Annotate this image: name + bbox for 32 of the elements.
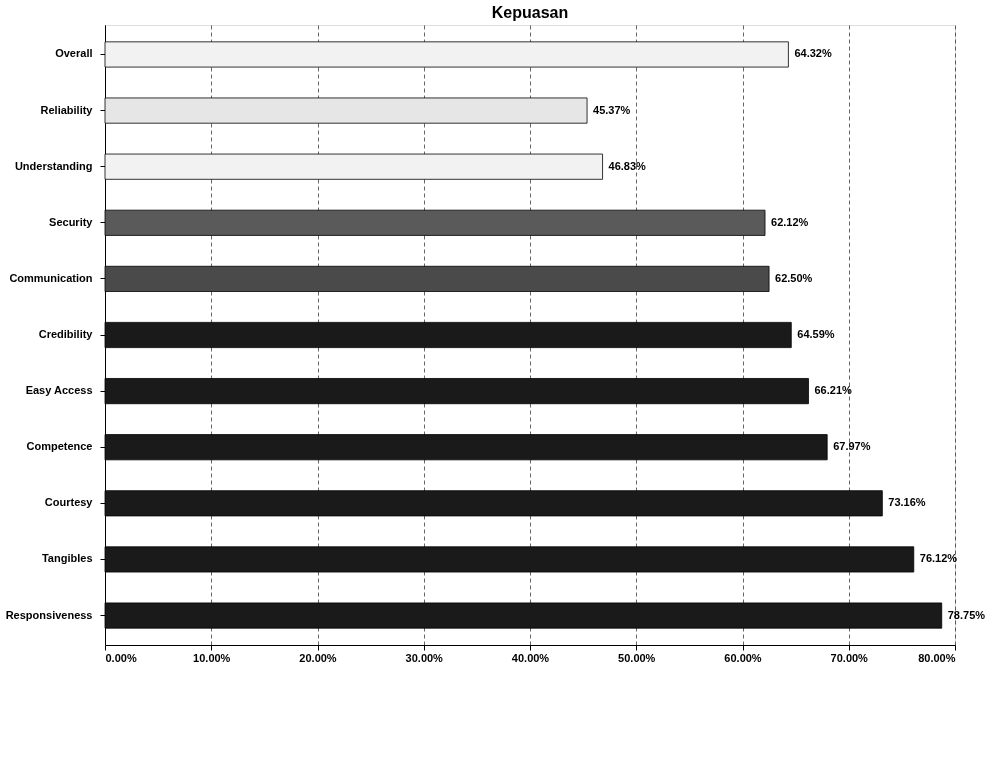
data-label: 46.83% bbox=[608, 159, 647, 172]
data-label: 64.32% bbox=[794, 47, 832, 60]
x-tick-label: 40.00% bbox=[511, 651, 550, 664]
data-label: 45.37% bbox=[593, 103, 631, 116]
x-tick-label: 30.00% bbox=[405, 651, 444, 664]
y-tick-label: Reliability bbox=[40, 103, 94, 116]
x-tick-label: 70.00% bbox=[830, 651, 869, 664]
data-label: 67.97% bbox=[833, 440, 871, 453]
y-tick-label: Credibility bbox=[38, 328, 94, 340]
data-label: 66.21% bbox=[814, 384, 853, 397]
x-tick-label: 10.00% bbox=[193, 651, 231, 664]
chart-title: Kepuasan bbox=[491, 4, 569, 21]
y-tick-label: Security bbox=[49, 215, 94, 228]
x-tick-label: 50.00% bbox=[618, 651, 656, 664]
x-tick-label: 0.00% bbox=[105, 651, 137, 664]
x-tick-label: 80.00% bbox=[918, 651, 956, 664]
data-label: 73.16% bbox=[888, 496, 926, 509]
y-tick-label: Understanding bbox=[14, 159, 93, 172]
y-tick-label: Courtesy bbox=[44, 496, 94, 509]
y-tick-label: Communication bbox=[9, 271, 93, 284]
y-tick-label: Competence bbox=[26, 440, 93, 453]
data-label: 76.12% bbox=[919, 552, 958, 565]
y-tick-label: Overall bbox=[55, 47, 93, 60]
data-label: 78.75% bbox=[947, 608, 986, 621]
x-tick-label: 60.00% bbox=[724, 651, 762, 664]
x-tick-label: 20.00% bbox=[299, 651, 337, 664]
y-tick-label: Easy Access bbox=[25, 384, 93, 397]
y-tick-label: Responsiveness bbox=[5, 608, 93, 621]
y-tick-label: Tangibles bbox=[41, 552, 93, 565]
data-label: 62.50% bbox=[775, 271, 813, 284]
data-label: 64.59% bbox=[797, 328, 835, 340]
data-label: 62.12% bbox=[771, 215, 809, 228]
